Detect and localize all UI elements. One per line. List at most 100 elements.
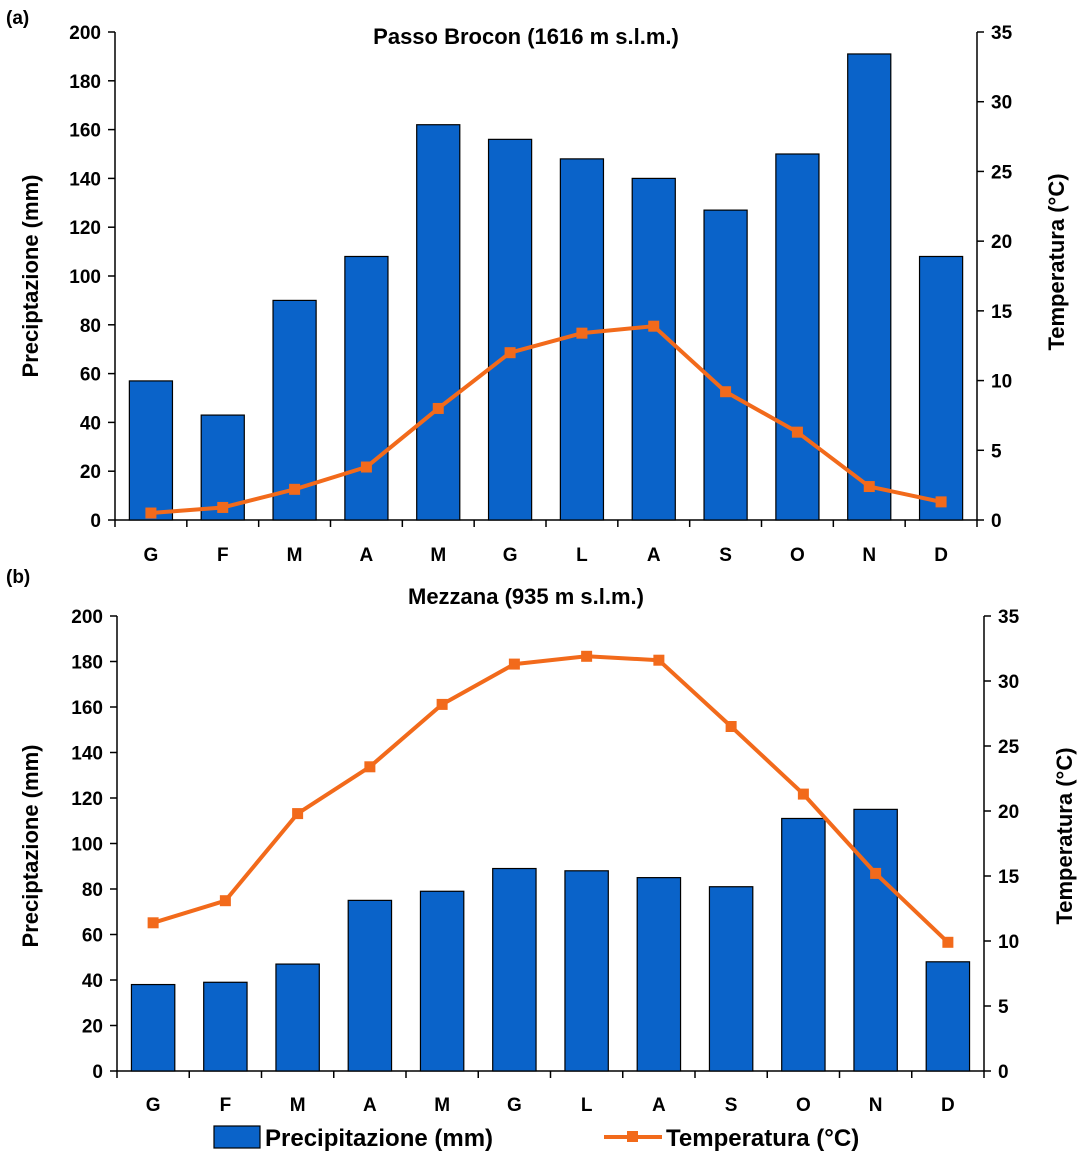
precipitation-bar xyxy=(275,963,320,1072)
x-tick-label: G xyxy=(507,1095,522,1116)
temperature-point xyxy=(364,761,376,773)
temperature-point xyxy=(508,658,520,670)
y-tick-label: 200 xyxy=(71,607,103,628)
temperature-polyline xyxy=(152,654,950,944)
temperature-point xyxy=(217,501,229,513)
y-tick-label: 120 xyxy=(71,789,103,810)
x-tick-label: S xyxy=(719,545,732,566)
temperature-point xyxy=(145,507,157,519)
x-tick-label: M xyxy=(430,545,446,566)
temperature-point xyxy=(797,788,809,800)
y2-tick-label: 5 xyxy=(998,997,1009,1018)
x-tick-label: F xyxy=(220,1095,232,1116)
legend-line-marker xyxy=(627,1131,638,1142)
x-tick-label: L xyxy=(576,545,588,566)
temperature-point xyxy=(725,721,737,732)
y-tick-label: 20 xyxy=(80,462,101,483)
y-tick-label: 0 xyxy=(90,511,101,532)
y2-tick-label: 15 xyxy=(998,867,1020,888)
y2-axis-title-b: Temperatura (°C) xyxy=(1052,747,1077,924)
y-tick-label: 0 xyxy=(92,1062,103,1083)
temperature-point xyxy=(720,386,732,398)
precipitation-bar xyxy=(559,158,605,521)
y2-tick-label: 20 xyxy=(998,802,1019,823)
y2-tick-label: 15 xyxy=(991,302,1013,323)
ticks-b: 0 20 40 60 80 100 120 140 160 180 200 0 5 10 15 20 25 30 3… xyxy=(71,607,1019,1116)
temperature-point xyxy=(292,808,304,820)
y2-tick-label: 0 xyxy=(998,1062,1009,1083)
x-tick-label: G xyxy=(146,1095,161,1116)
temperature-line-b xyxy=(147,650,954,948)
temperature-point xyxy=(648,320,660,332)
precipitation-bar xyxy=(128,380,174,521)
temperature-point xyxy=(360,461,372,473)
x-tick-label: A xyxy=(647,545,661,566)
x-tick-label: D xyxy=(941,1095,955,1116)
x-tick-label: S xyxy=(725,1095,738,1116)
precipitation-bar xyxy=(564,870,609,1072)
y2-tick-label: 25 xyxy=(998,737,1020,758)
y2-tick-label: 25 xyxy=(991,162,1013,183)
precipitation-bar xyxy=(416,124,461,521)
y2-tick-label: 30 xyxy=(991,93,1012,114)
temperature-line-a xyxy=(145,320,947,519)
temperature-point xyxy=(147,917,159,929)
temperature-point xyxy=(942,936,954,948)
temperature-point xyxy=(289,483,301,495)
y-tick-label: 140 xyxy=(71,744,103,765)
temperature-polyline xyxy=(150,324,942,516)
x-tick-label: G xyxy=(503,545,518,566)
temperature-point xyxy=(863,481,875,493)
x-tick-label: F xyxy=(217,545,229,566)
temperature-point xyxy=(576,327,588,339)
y-tick-label: 100 xyxy=(71,835,103,856)
temperature-point xyxy=(581,650,593,662)
panel-a: (a) Passo Brocon (1616 m s.l.m.) Precipt… xyxy=(6,8,1069,566)
y-tick-label: 160 xyxy=(69,121,101,142)
y-tick-label: 160 xyxy=(71,698,103,719)
y-tick-label: 80 xyxy=(80,316,101,337)
chart-title-a: Passo Brocon (1616 m s.l.m.) xyxy=(373,24,679,49)
y-tick-label: 100 xyxy=(69,267,101,288)
y2-tick-label: 10 xyxy=(998,932,1019,953)
precipitation-bar xyxy=(347,899,393,1072)
y-axis-title-b: Preciptazione (mm) xyxy=(18,745,43,948)
legend-bar-swatch xyxy=(213,1125,261,1149)
precipitation-bar xyxy=(703,209,748,521)
y2-tick-label: 35 xyxy=(998,607,1020,628)
y-axis-title-a: Preciptazione (mm) xyxy=(18,175,43,378)
y2-tick-label: 5 xyxy=(991,441,1002,462)
x-tick-label: M xyxy=(287,545,303,566)
y-tick-label: 60 xyxy=(80,365,101,386)
y2-tick-label: 30 xyxy=(998,672,1019,693)
legend-bar-label: Precipitazione (mm) xyxy=(265,1125,493,1152)
temperature-point xyxy=(870,867,882,879)
precipitation-bar xyxy=(636,877,682,1072)
y-tick-label: 120 xyxy=(69,218,101,239)
precipitation-bar xyxy=(708,886,754,1072)
x-tick-label: A xyxy=(363,1095,377,1116)
temperature-point xyxy=(791,426,803,438)
y-tick-label: 20 xyxy=(82,1017,103,1038)
y-tick-label: 80 xyxy=(82,880,103,901)
precipitation-bar xyxy=(775,153,820,521)
chart-title-b: Mezzana (935 m s.l.m.) xyxy=(408,584,644,609)
precipitation-bar xyxy=(492,867,537,1072)
y-tick-label: 40 xyxy=(80,413,101,434)
precipitation-bar xyxy=(344,255,389,521)
x-tick-label: L xyxy=(581,1095,593,1116)
temperature-point xyxy=(436,698,448,710)
x-tick-label: N xyxy=(862,545,876,566)
panel-b: (b) Mezzana (935 m s.l.m.) Preciptazione… xyxy=(6,567,1077,1116)
precipitation-bar xyxy=(918,255,964,521)
precipitation-bar xyxy=(631,177,676,521)
precipitation-bar xyxy=(203,981,248,1072)
y-tick-label: 40 xyxy=(82,971,103,992)
y2-axis-title-a: Temperatura (°C) xyxy=(1044,173,1069,350)
y-tick-label: 60 xyxy=(82,926,103,947)
legend: Precipitazione (mm) Temperatura (°C) xyxy=(213,1125,859,1152)
panel-label-b: (b) xyxy=(6,567,30,588)
precipitation-bar xyxy=(419,890,465,1072)
